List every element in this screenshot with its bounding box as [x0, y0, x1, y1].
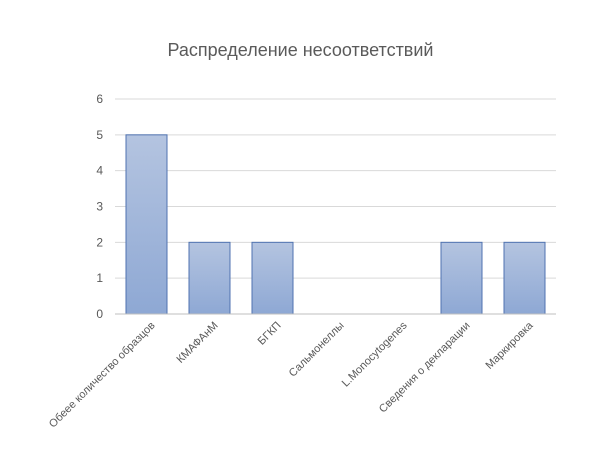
bar — [251, 241, 294, 315]
y-tick-label: 0 — [96, 307, 103, 321]
y-tick-label: 4 — [96, 164, 103, 178]
y-tick-label: 5 — [96, 128, 103, 142]
x-tick-label: Маркировка — [483, 319, 536, 372]
x-tick-label: L.Monocytogenes — [340, 319, 410, 389]
y-tick-label: 3 — [96, 200, 103, 214]
y-tick-label: 2 — [96, 235, 103, 249]
y-axis-tick-labels: 0 1 2 3 4 5 6 — [96, 92, 103, 321]
x-tick-label: БГКП — [256, 320, 284, 348]
x-tick-label: Сальмонеллы — [287, 320, 347, 380]
x-tick-label: КМАФАнМ — [174, 320, 220, 366]
y-tick-label: 1 — [96, 271, 103, 285]
bars — [125, 134, 546, 315]
bar — [188, 241, 231, 315]
x-tick-label: Обеее количество образцов — [47, 320, 158, 431]
y-tick-label: 6 — [96, 92, 103, 106]
x-axis-tick-labels: Обеее количество образцов КМАФАнМ БГКП Саль… — [47, 319, 536, 430]
bar — [440, 241, 483, 315]
bar — [503, 241, 546, 315]
bar — [125, 134, 168, 315]
chart-title: Распределение несоответствий — [167, 40, 434, 60]
gridlines — [115, 98, 556, 279]
